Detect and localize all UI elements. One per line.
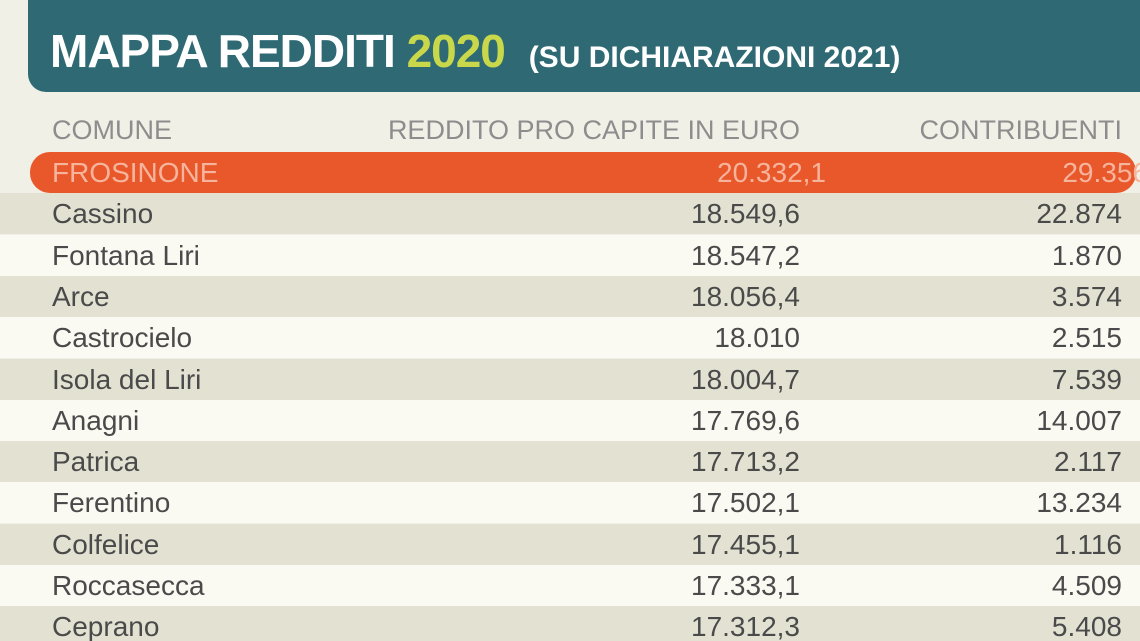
municipality: Ferentino xyxy=(52,487,171,519)
table-cell: 17.769,6 xyxy=(691,404,800,436)
table-header: COMUNE REDDITO PRO CAPITE IN EURO CONTRIBU… xyxy=(0,110,1140,151)
municipality: Anagni xyxy=(52,404,140,436)
table-cell: 18.547,2 xyxy=(691,239,800,271)
table-cell: 18.004,7 xyxy=(691,363,800,395)
table-cell: 3.574 xyxy=(1051,280,1122,312)
table-cell: 17.312,3 xyxy=(691,611,800,641)
municipality: FROSINONE xyxy=(52,157,219,188)
table-cell: 4.509 xyxy=(1051,570,1122,601)
table-row: Isola del Liri 18.004,7 7.539 xyxy=(0,358,1140,400)
highlighted-row: FROSINONE 20.332,1 29.356 xyxy=(30,152,1140,193)
table-cell: 20.332,1 xyxy=(717,157,826,188)
table-row: Ceprano 17.312,3 5.408 xyxy=(0,606,1140,641)
subtitle: (SU DICHIARAZIONI 2021) xyxy=(528,41,901,74)
table-cell: 18.549,6 xyxy=(691,198,800,230)
table-row: Anagni 17.769,6 14.007 xyxy=(0,399,1140,441)
header-banner xyxy=(28,0,1140,92)
table-cell: 22.874 xyxy=(1036,198,1122,230)
column-header: CONTRIBUENTI xyxy=(919,115,1123,145)
municipality: Ceprano xyxy=(52,611,160,641)
column-header: COMUNE xyxy=(52,115,172,145)
table-cell: 1.116 xyxy=(1054,528,1122,560)
table-row: Castrocielo 18.010 2.515 xyxy=(0,317,1140,359)
table-cell: 18.010 xyxy=(714,322,800,354)
title: MAPPA REDDITI xyxy=(50,25,396,77)
year: 2020 xyxy=(406,25,506,77)
header: MAPPA REDDITI 2020 (SU DICHIARAZIONI 202… xyxy=(50,24,900,78)
table-cell: 17.713,2 xyxy=(691,446,800,478)
municipality: Patrica xyxy=(52,446,140,478)
table-cell: 17.333,1 xyxy=(691,570,800,601)
table-cell: 2.515 xyxy=(1051,322,1122,354)
table-cell: 17.502,1 xyxy=(691,487,800,519)
table-cell: 5.408 xyxy=(1051,611,1122,641)
table-cell: 1.870 xyxy=(1051,239,1122,271)
table-cell: 29.356 xyxy=(1062,157,1140,188)
table-row: Patrica 17.713,2 2.117 xyxy=(0,441,1140,483)
table-cell: 7.539 xyxy=(1051,363,1122,395)
table-cell: 2.117 xyxy=(1054,446,1122,478)
municipality: Cassino xyxy=(52,198,154,230)
table-row: Cassino 18.549,6 22.874 xyxy=(0,193,1140,235)
municipality: Fontana Liri xyxy=(52,239,200,271)
table-cell: 13.234 xyxy=(1036,487,1122,519)
table-cell: 14.007 xyxy=(1036,404,1122,436)
municipality: Roccasecca xyxy=(52,570,205,601)
municipality: Arce xyxy=(52,280,110,312)
table-cell: 17.455,1 xyxy=(691,528,800,560)
table-cell: 18.056,4 xyxy=(691,280,800,312)
table-row: Ferentino 17.502,1 13.234 xyxy=(0,482,1140,524)
table-row: Arce 18.056,4 3.574 xyxy=(0,275,1140,317)
table-row: Fontana Liri 18.547,2 1.870 xyxy=(0,234,1140,276)
column-header: REDDITO PRO CAPITE IN EURO xyxy=(387,115,800,145)
municipality: Colfelice xyxy=(52,528,160,560)
municipality: Isola del Liri xyxy=(52,363,202,395)
table-row: Roccasecca 17.333,1 4.509 xyxy=(0,565,1140,606)
table-row: Colfelice 17.455,1 1.116 xyxy=(0,523,1140,565)
municipality: Castrocielo xyxy=(52,322,193,354)
